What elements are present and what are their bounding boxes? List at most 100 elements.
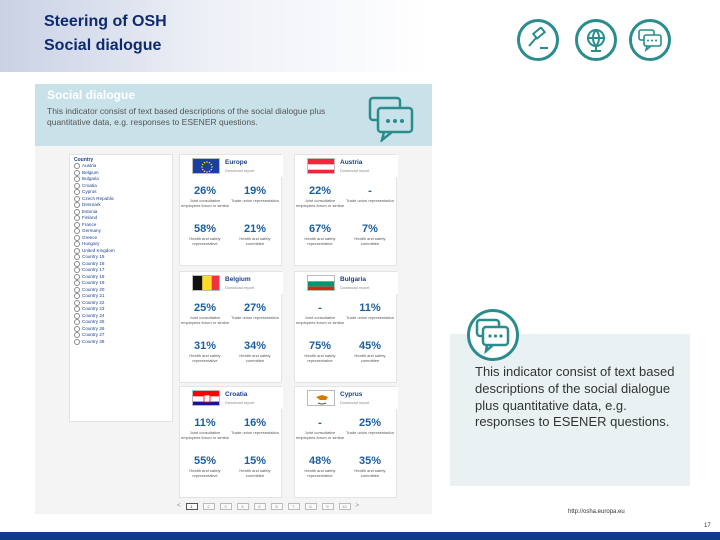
country-option[interactable]: Country 16 bbox=[74, 261, 168, 268]
country-option[interactable]: Country 27 bbox=[74, 332, 168, 339]
flag-icon bbox=[192, 390, 220, 406]
card-stat: 48% Health and safety representative bbox=[295, 455, 345, 478]
country-option[interactable]: Bulgaria bbox=[74, 176, 168, 183]
country-option[interactable]: Country 19 bbox=[74, 280, 168, 287]
country-option[interactable]: Austria bbox=[74, 163, 168, 170]
card-stat: 45% Health and safety committee bbox=[345, 340, 395, 363]
download-report-link[interactable]: Download report bbox=[225, 168, 255, 173]
stat-value: 7% bbox=[362, 223, 378, 235]
country-option[interactable]: Germany bbox=[74, 228, 168, 235]
country-card: Cyprus Download report - Joint consultative… bbox=[294, 386, 398, 498]
flag-icon bbox=[307, 390, 335, 406]
stat-value: 11% bbox=[194, 417, 216, 429]
country-name: Cyprus bbox=[340, 391, 363, 398]
card-stat: 25% Joint consultative employees forum or… bbox=[180, 302, 230, 325]
stat-value: 27% bbox=[243, 302, 267, 314]
country-option[interactable]: Country 23 bbox=[74, 306, 168, 313]
stat-value: 48% bbox=[308, 455, 332, 467]
page-number: 17 bbox=[704, 523, 711, 529]
card-stat: 55% Health and safety representative bbox=[180, 455, 230, 478]
country-option[interactable]: Croatia bbox=[74, 183, 168, 190]
country-option[interactable]: United Kingdom bbox=[74, 248, 168, 255]
download-report-link[interactable]: Download report bbox=[340, 285, 370, 290]
download-report-link[interactable]: Download report bbox=[225, 400, 255, 405]
download-report-link[interactable]: Download report bbox=[340, 168, 370, 173]
country-option[interactable]: Estonia bbox=[74, 209, 168, 216]
page-button[interactable]: 3 bbox=[219, 502, 232, 510]
stat-label: Health and safety representative bbox=[189, 236, 221, 246]
gavel-icon bbox=[517, 19, 559, 61]
page-button[interactable]: 6 bbox=[270, 502, 283, 510]
country-option[interactable]: Country 17 bbox=[74, 267, 168, 274]
country-option[interactable]: Country 20 bbox=[74, 287, 168, 294]
card-header: Cyprus Download report bbox=[295, 387, 398, 409]
card-stat: 67% Health and safety representative bbox=[295, 223, 345, 246]
stat-value: 15% bbox=[243, 455, 267, 467]
pager-next[interactable]: > bbox=[355, 503, 360, 509]
stat-label: Trade union representation bbox=[346, 315, 394, 320]
stat-value: 58% bbox=[193, 223, 217, 235]
page-button[interactable]: 9 bbox=[321, 502, 334, 510]
footer-url[interactable]: http://osha.europa.eu bbox=[568, 509, 625, 515]
stat-value: 25% bbox=[358, 417, 382, 429]
card-header: Croatia Download report bbox=[180, 387, 283, 409]
country-option[interactable]: Country 22 bbox=[74, 300, 168, 307]
country-option[interactable]: Hungary bbox=[74, 241, 168, 248]
stat-label: Health and safety committee bbox=[239, 468, 271, 478]
stat-value: - bbox=[318, 417, 322, 429]
stat-label: Health and safety representative bbox=[304, 353, 336, 363]
country-option[interactable]: Denmark bbox=[74, 202, 168, 209]
page-button[interactable]: 7 bbox=[287, 502, 300, 510]
stat-label: Health and safety representative bbox=[189, 353, 221, 363]
country-list: Country Austria Belgium Bulgaria Croatia Cyp… bbox=[69, 154, 173, 422]
download-report-link[interactable]: Download report bbox=[225, 285, 255, 290]
stat-label: Health and safety committee bbox=[239, 353, 271, 363]
page-button[interactable]: 2 bbox=[202, 502, 215, 510]
screenshot-banner: Social dialogue This indicator consist o… bbox=[35, 84, 432, 146]
page-button[interactable]: 10 bbox=[338, 502, 351, 510]
country-option[interactable]: Belgium bbox=[74, 170, 168, 177]
stat-value: - bbox=[368, 185, 372, 197]
card-stat: 7% Health and safety committee bbox=[345, 223, 395, 246]
country-option[interactable]: Country 18 bbox=[74, 274, 168, 281]
country-option[interactable]: Country 28 bbox=[74, 339, 168, 346]
page-button[interactable]: 8 bbox=[304, 502, 317, 510]
country-option[interactable]: France bbox=[74, 222, 168, 229]
country-name: Bulgaria bbox=[340, 276, 367, 283]
card-stat: 26% Joint consultative employees forum or… bbox=[180, 185, 230, 208]
stat-label: Joint consultative employees forum or si… bbox=[295, 430, 344, 440]
country-option[interactable]: Country 15 bbox=[74, 254, 168, 261]
stat-value: 16% bbox=[243, 417, 267, 429]
country-option[interactable]: Country 21 bbox=[74, 293, 168, 300]
country-option[interactable]: Country 24 bbox=[74, 313, 168, 320]
stat-value: 67% bbox=[308, 223, 332, 235]
page-button[interactable]: 5 bbox=[253, 502, 266, 510]
country-card: Croatia Download report 11% Joint consultat… bbox=[179, 386, 283, 498]
country-option[interactable]: Country 26 bbox=[74, 326, 168, 333]
stat-value: 25% bbox=[193, 302, 217, 314]
pager-prev[interactable]: < bbox=[177, 503, 181, 509]
stat-label: Trade union representation bbox=[231, 430, 279, 435]
card-stat: 75% Health and safety representative bbox=[295, 340, 345, 363]
country-option[interactable]: Finland bbox=[74, 215, 168, 222]
pagination: < 1 2 3 4 5 6 7 8 9 10 > bbox=[177, 501, 359, 511]
flag-icon bbox=[192, 275, 220, 291]
page-button[interactable]: 1 bbox=[185, 502, 198, 510]
country-option[interactable]: Country 25 bbox=[74, 319, 168, 326]
download-report-link[interactable]: Download report bbox=[340, 400, 370, 405]
country-option[interactable]: Greece bbox=[74, 235, 168, 242]
card-header: Bulgaria Download report bbox=[295, 272, 398, 294]
globe-icon bbox=[575, 19, 617, 61]
slide-title: Steering of OSH bbox=[44, 13, 167, 30]
card-header: Belgium Download report bbox=[180, 272, 283, 294]
page-button[interactable]: 4 bbox=[236, 502, 249, 510]
country-list-heading: Country bbox=[74, 157, 94, 163]
country-option[interactable]: Cyprus bbox=[74, 189, 168, 196]
stat-value: 55% bbox=[193, 455, 217, 467]
country-option[interactable]: Czech Republic bbox=[74, 196, 168, 203]
stat-value: 21% bbox=[243, 223, 267, 235]
stat-value: 45% bbox=[358, 340, 382, 352]
stat-value: 22% bbox=[308, 185, 332, 197]
country-name: Belgium bbox=[225, 276, 251, 283]
card-stat: 35% Health and safety committee bbox=[345, 455, 395, 478]
